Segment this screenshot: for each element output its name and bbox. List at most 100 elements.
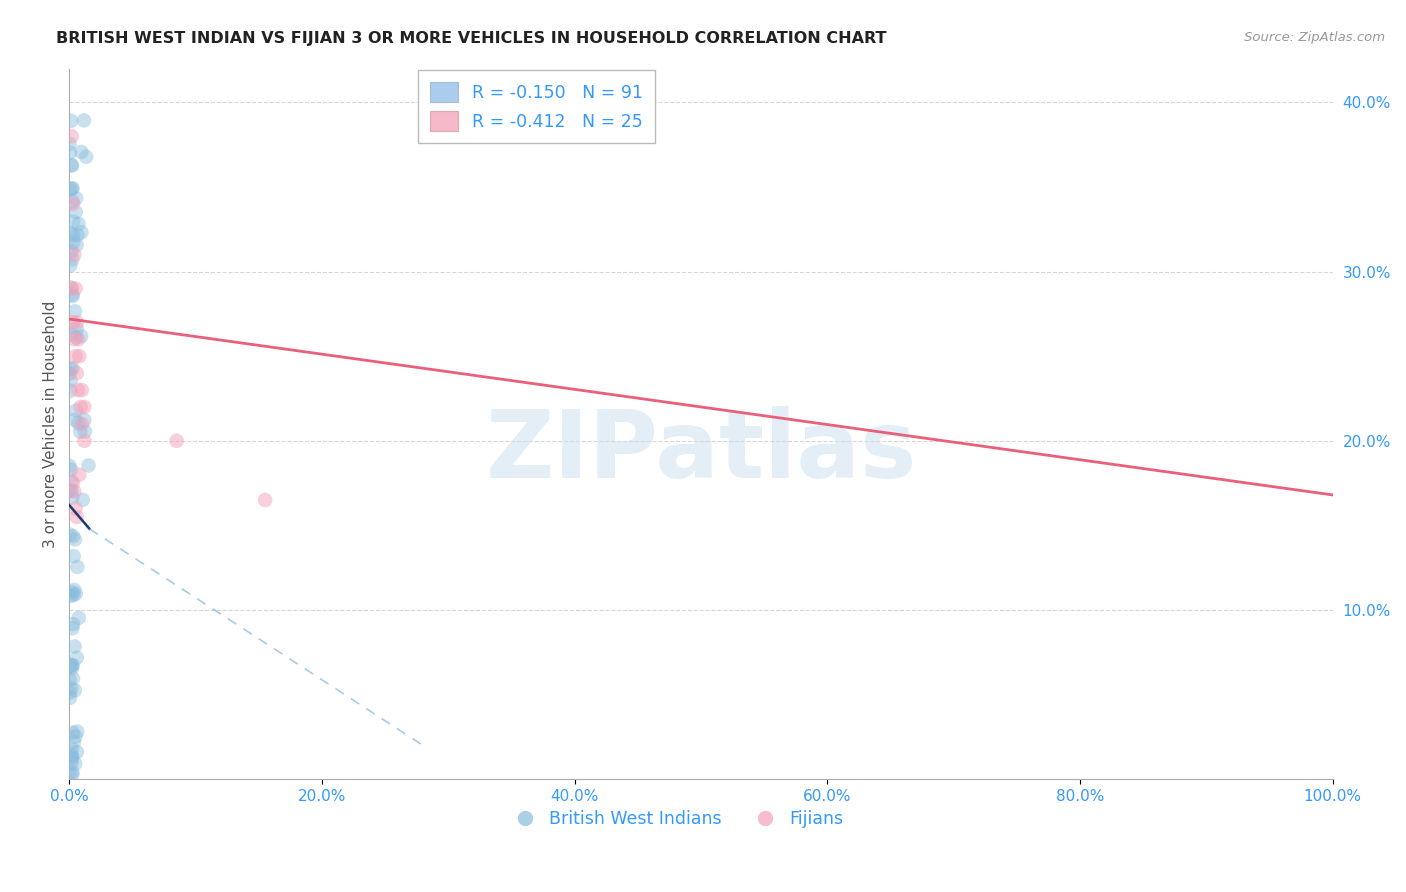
Point	[70, 145, 93, 159]
Point	[60, 462, 83, 476]
Point	[59, 690, 82, 705]
Point	[62, 194, 84, 209]
Point	[62, 588, 84, 602]
Point	[60, 589, 83, 603]
Point	[60, 252, 83, 267]
Y-axis label: 3 or more Vehicles in Household: 3 or more Vehicles in Household	[44, 301, 58, 548]
Point	[62, 658, 84, 673]
Point	[59, 527, 82, 541]
Point	[166, 434, 188, 448]
Point	[62, 765, 84, 780]
Point	[67, 349, 90, 363]
Point	[62, 549, 84, 564]
Point	[62, 529, 84, 543]
Point	[67, 467, 90, 482]
Point	[63, 304, 86, 318]
Point	[73, 400, 96, 414]
Point	[59, 226, 82, 240]
Point	[66, 724, 89, 739]
Point	[62, 361, 84, 376]
Point	[63, 332, 86, 346]
Point	[60, 585, 83, 599]
Point	[62, 617, 84, 632]
Point	[66, 227, 89, 242]
Point	[63, 533, 86, 547]
Point	[62, 476, 84, 491]
Point	[60, 681, 83, 696]
Point	[60, 491, 83, 505]
Point	[60, 483, 83, 498]
Point	[60, 129, 83, 144]
Point	[60, 182, 83, 196]
Point	[62, 672, 84, 686]
Point	[70, 383, 93, 397]
Point	[63, 735, 86, 749]
Point	[62, 725, 84, 739]
Point	[60, 287, 83, 301]
Point	[70, 329, 93, 343]
Point	[65, 349, 87, 363]
Point	[75, 150, 97, 164]
Point	[63, 484, 86, 499]
Point	[59, 361, 82, 376]
Point	[69, 400, 91, 414]
Point	[62, 214, 84, 228]
Point	[59, 658, 82, 673]
Point	[63, 413, 86, 427]
Point	[60, 181, 83, 195]
Point	[60, 281, 83, 295]
Point	[58, 483, 80, 498]
Point	[67, 383, 90, 397]
Point	[60, 742, 83, 756]
Point	[63, 640, 86, 654]
Point	[59, 685, 82, 699]
Point	[66, 510, 89, 524]
Point	[63, 248, 86, 262]
Legend: British West Indians, Fijians: British West Indians, Fijians	[501, 803, 851, 835]
Point	[65, 191, 87, 205]
Point	[59, 145, 82, 160]
Point	[60, 748, 83, 763]
Point	[66, 315, 89, 329]
Point	[65, 403, 87, 417]
Point	[59, 280, 82, 294]
Point	[65, 756, 87, 771]
Point	[62, 197, 84, 211]
Point	[59, 673, 82, 687]
Point	[69, 425, 91, 439]
Point	[58, 766, 80, 780]
Point	[59, 258, 82, 272]
Point	[60, 756, 83, 771]
Point	[254, 493, 277, 508]
Point	[62, 235, 84, 250]
Point	[63, 582, 86, 597]
Point	[62, 315, 84, 329]
Point	[60, 661, 83, 675]
Point	[66, 745, 89, 759]
Point	[59, 182, 82, 196]
Text: ZIPatlas: ZIPatlas	[485, 407, 917, 499]
Point	[60, 749, 83, 764]
Point	[65, 501, 87, 516]
Point	[62, 621, 84, 635]
Point	[73, 413, 96, 427]
Point	[70, 225, 93, 239]
Point	[65, 281, 87, 295]
Point	[67, 217, 90, 231]
Point	[66, 650, 89, 665]
Point	[62, 289, 84, 303]
Point	[65, 730, 87, 744]
Point	[60, 767, 83, 781]
Point	[70, 417, 93, 431]
Point	[65, 587, 87, 601]
Point	[59, 384, 82, 398]
Point	[73, 425, 96, 439]
Point	[65, 205, 87, 219]
Text: BRITISH WEST INDIAN VS FIJIAN 3 OR MORE VEHICLES IN HOUSEHOLD CORRELATION CHART: BRITISH WEST INDIAN VS FIJIAN 3 OR MORE …	[56, 31, 887, 46]
Point	[67, 611, 90, 625]
Point	[65, 330, 87, 344]
Point	[62, 228, 84, 243]
Point	[59, 373, 82, 387]
Point	[60, 752, 83, 766]
Text: Source: ZipAtlas.com: Source: ZipAtlas.com	[1244, 31, 1385, 45]
